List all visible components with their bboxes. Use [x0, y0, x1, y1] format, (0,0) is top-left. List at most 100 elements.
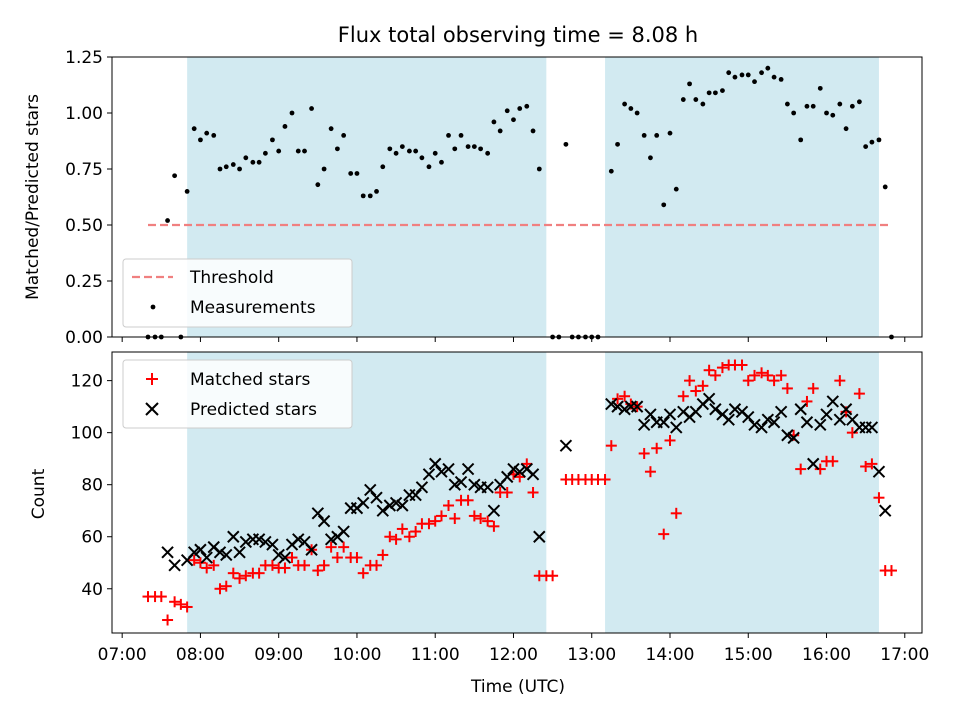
measurement-point	[270, 137, 275, 143]
matched-star-point	[266, 559, 278, 571]
x-tick-label: 11:00	[411, 645, 460, 665]
predicted-star-point	[259, 535, 272, 549]
matched-star-point	[547, 570, 559, 582]
predicted-star-point	[605, 397, 618, 411]
measurement-point	[673, 186, 679, 192]
predicted-star-point	[220, 548, 233, 562]
bottom-ytick-label: 40	[81, 580, 103, 600]
predicted-star-point	[266, 538, 279, 551]
matched-star-point	[651, 442, 663, 454]
measurement-point	[243, 155, 249, 161]
matched-star-point	[885, 565, 897, 577]
measurement-point	[446, 133, 451, 138]
matched-star-point	[155, 591, 167, 603]
measurement-point	[687, 81, 692, 87]
matched-star-point	[299, 559, 311, 571]
matched-star-point	[749, 369, 761, 381]
measurement-point	[830, 112, 836, 118]
predicted-star-point	[376, 504, 389, 517]
measurement-point	[765, 65, 771, 71]
bottom-ytick-label: 100	[71, 424, 103, 444]
measurement-point	[328, 126, 334, 132]
measurement-point	[712, 90, 718, 96]
matched-star-point	[690, 385, 702, 397]
legend-matched-swatch	[146, 373, 158, 385]
matched-star-point	[781, 382, 793, 394]
matched-star-point	[201, 562, 213, 574]
measurement-point	[720, 88, 725, 93]
matched-star-point	[527, 487, 539, 498]
top-ytick-label: 0.25	[65, 272, 103, 292]
measurement-point	[419, 155, 425, 161]
legend-measurements-label: Measurements	[190, 298, 316, 318]
measurement-point	[563, 141, 569, 147]
predicted-star-point	[728, 403, 742, 416]
bottom-frame	[111, 351, 923, 634]
measurement-point	[771, 74, 777, 80]
predicted-star-point	[742, 410, 755, 424]
legend-threshold-label: Threshold	[189, 268, 274, 288]
bottom-panel: 40 60 80 100 120 07:00 08:00 09:00 10:00 11:00 12:…	[29, 351, 929, 697]
measurement-point	[334, 146, 340, 152]
measurement-point	[230, 162, 236, 167]
matched-star-point	[371, 559, 383, 571]
measurement-point	[778, 77, 784, 82]
measurement-point	[478, 146, 484, 152]
predicted-star-point	[611, 400, 624, 413]
predicted-star-point	[702, 392, 716, 406]
predicted-star-point	[468, 478, 481, 491]
measurement-point	[367, 193, 373, 199]
measurement-point	[491, 119, 497, 125]
matched-star-point	[475, 513, 487, 525]
predicted-star-point	[422, 468, 436, 481]
matched-star-point	[318, 559, 330, 571]
measurement-point	[374, 189, 379, 194]
predicted-star-point	[630, 400, 644, 413]
matched-star-point	[443, 500, 455, 512]
measurement-point	[276, 148, 282, 154]
measurement-point	[759, 70, 764, 76]
matched-star-point	[175, 598, 187, 610]
predicted-star-point	[559, 439, 573, 452]
top-panel: 0.00 0.25 0.50 0.75 1.00 1.25 Matched/Predict…	[23, 48, 923, 348]
matched-star-point	[501, 487, 513, 498]
matched-star-point	[449, 513, 461, 525]
top-ytick-label: 0.75	[65, 160, 103, 180]
matched-star-point	[338, 541, 350, 553]
matched-star-point	[807, 382, 819, 394]
predicted-star-point	[833, 413, 847, 426]
matched-star-point	[390, 533, 402, 545]
predicted-star-point	[487, 504, 501, 517]
measurement-point	[458, 133, 464, 138]
bottom-ytick-label: 60	[81, 528, 103, 548]
top-frame	[111, 56, 923, 338]
bottom-band-1	[605, 352, 879, 633]
predicted-star-point	[800, 416, 814, 429]
measurement-point	[282, 124, 288, 129]
matched-star-point	[703, 364, 715, 376]
measurement-point	[804, 103, 810, 109]
predicted-star-point	[194, 543, 207, 556]
measurement-point	[191, 126, 197, 132]
predicted-star-point	[663, 408, 677, 421]
measurement-point	[726, 70, 732, 76]
measurement-point	[439, 159, 444, 165]
predicted-star-point	[187, 546, 201, 559]
top-legend-frame	[122, 258, 353, 328]
predicted-star-point	[415, 481, 429, 494]
x-tick-label: 07:00	[98, 645, 147, 665]
bottom-axes: 40 60 80 100 120 07:00 08:00 09:00 10:00 11:00 12:…	[71, 351, 929, 665]
x-tick-label: 09:00	[254, 645, 303, 665]
matched-star-point	[853, 388, 865, 400]
predicted-star-point	[481, 481, 494, 494]
matched-star-point	[762, 369, 774, 381]
matched-star-point	[860, 460, 872, 472]
measurement-point	[739, 72, 745, 78]
measurement-point	[256, 159, 262, 165]
measurement-point	[648, 155, 653, 161]
predicted-stars-series	[161, 392, 892, 572]
top-band-1	[605, 57, 879, 337]
measurement-point	[628, 106, 634, 111]
measurement-point	[184, 189, 190, 194]
matched-star-point	[866, 458, 878, 470]
